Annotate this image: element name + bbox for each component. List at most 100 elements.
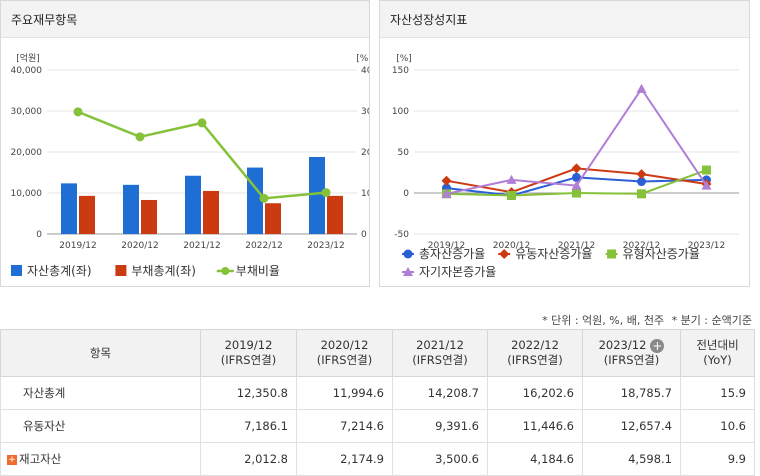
- expand-icon[interactable]: +: [7, 454, 17, 465]
- data-point: [135, 132, 145, 142]
- data-point: [702, 165, 711, 175]
- y-tick-label: 0: [403, 189, 409, 199]
- bar: [327, 195, 343, 234]
- financial-table: 항목 2019/12 (IFRS연결) 2020/12 (IFRS연결) 2021/…: [0, 329, 755, 476]
- data-point: [637, 177, 646, 187]
- legend-marker: [221, 267, 230, 275]
- financial-items-title: 주요재무항목: [1, 1, 369, 38]
- x-tick-label: 2021/12: [183, 241, 220, 251]
- legend-label: 자산총계(좌): [27, 264, 92, 278]
- y-tick-label: 100: [392, 107, 409, 117]
- right-axis-unit: [%]: [356, 54, 369, 64]
- period-header: 2020/12 (IFRS연결): [296, 329, 393, 377]
- bar: [123, 184, 139, 234]
- left-tick-label: 0: [36, 230, 42, 240]
- x-tick-label: 2020/12: [493, 241, 530, 251]
- y-tick-label: 50: [398, 148, 410, 158]
- bar: [61, 183, 77, 234]
- left-tick-label: 40,000: [11, 66, 43, 76]
- right-tick-label: 200: [361, 148, 369, 158]
- legend-label: 총자산증가율: [419, 247, 485, 261]
- x-tick-label: 2023/12: [688, 241, 725, 251]
- growth-indicator-title: 자산성장성지표: [380, 1, 749, 38]
- table-cell: 12,350.8: [200, 376, 297, 410]
- legend-marker: [403, 267, 413, 276]
- table-cell: 2,174.9: [296, 442, 393, 476]
- right-tick-label: 400: [361, 66, 369, 76]
- legend-label: 유형자산증가율: [623, 247, 700, 261]
- period-header: 2022/12 (IFRS연결): [487, 329, 583, 377]
- data-point: [197, 118, 207, 128]
- table-cell: 4,598.1: [582, 442, 681, 476]
- x-tick-label: 2019/12: [59, 241, 96, 251]
- growth-indicator-panel: 자산성장성지표 [%] -50 0 50 100 150 2019/12 2020/12 202…: [379, 0, 750, 287]
- axis-unit: [%]: [396, 54, 412, 64]
- data-point: [441, 175, 452, 186]
- table-header-row: 항목 2019/12 (IFRS연결) 2020/12 (IFRS연결) 2021/…: [0, 329, 755, 377]
- bar: [185, 175, 201, 234]
- data-point: [636, 83, 647, 93]
- x-tick-label: 2022/12: [623, 241, 660, 251]
- table-cell: 3,500.6: [392, 442, 488, 476]
- x-tick-label: 2019/12: [428, 241, 465, 251]
- legend-label: 자기자본증가율: [419, 265, 496, 279]
- yoy-header: 전년대비 (YoY): [680, 329, 755, 377]
- x-tick-label: 2021/12: [558, 241, 595, 251]
- period-text: * 분기 : 순액기준: [671, 314, 752, 327]
- yoy-cell: 15.9: [680, 376, 755, 410]
- data-point: [73, 107, 83, 117]
- legend-marker: [403, 249, 413, 259]
- table-cell: 11,446.6: [487, 409, 583, 443]
- table-cell: 9,391.6: [392, 409, 488, 443]
- yoy-cell: 9.9: [680, 442, 755, 476]
- left-axis-unit: [억원]: [16, 52, 40, 64]
- data-point: [637, 189, 646, 199]
- data-point: [636, 169, 647, 180]
- growth-indicator-chart: [%] -50 0 50 100 150 2019/12 2020/12 2021/12 2022…: [392, 54, 739, 279]
- table-row: + 재고자산 2,012.8 2,174.9 3,500.6 4,184.6 4,…: [0, 442, 755, 476]
- table-cell: 11,994.6: [296, 376, 393, 410]
- table-row: 유동자산 7,186.1 7,214.6 9,391.6 11,446.6 12…: [0, 409, 755, 443]
- row-label[interactable]: + 재고자산: [0, 442, 201, 476]
- data-point: [259, 193, 269, 203]
- y-tick-label: -50: [394, 230, 409, 240]
- item-header: 항목: [0, 329, 201, 377]
- row-label: 유동자산: [0, 409, 201, 443]
- data-point: [507, 190, 516, 200]
- bar: [309, 156, 325, 234]
- table-cell: 18,785.7: [582, 376, 681, 410]
- unit-text: * 단위 : 억원, %, 배, 천주: [542, 314, 665, 327]
- add-period-icon[interactable]: +: [650, 338, 665, 353]
- bar: [79, 195, 95, 234]
- legend-label: 유동자산증가율: [515, 247, 592, 261]
- legend-label: 부채비율: [236, 264, 280, 278]
- legend-label: 부채총계(좌): [131, 264, 196, 278]
- table-cell: 12,657.4: [582, 409, 681, 443]
- table-cell: 7,186.1: [200, 409, 297, 443]
- bar: [141, 199, 157, 234]
- x-tick-label: 2022/12: [245, 241, 282, 251]
- table-cell: 14,208.7: [392, 376, 488, 410]
- right-tick-label: 300: [361, 107, 369, 117]
- data-point: [572, 172, 581, 182]
- legend-marker: [607, 249, 617, 259]
- data-point: [571, 180, 582, 190]
- table-cell: 7,214.6: [296, 409, 393, 443]
- data-point: [321, 188, 331, 198]
- unit-note: * 단위 : 억원, %, 배, 천주 * 분기 : 순액기준: [538, 312, 752, 328]
- bar: [265, 203, 281, 234]
- x-tick-label: 2020/12: [121, 241, 158, 251]
- row-label-text: 재고자산: [19, 452, 62, 466]
- period-header: 2023/12 + (IFRS연결): [582, 329, 681, 377]
- data-point: [441, 188, 452, 198]
- table-cell: 4,184.6: [487, 442, 583, 476]
- row-label: 자산총계: [0, 376, 201, 410]
- financial-items-panel: 주요재무항목 [억원] [%] 0 10,000 20,000 30,000 40,000 0…: [0, 0, 370, 287]
- table-cell: 16,202.6: [487, 376, 583, 410]
- legend-swatch: [11, 265, 22, 276]
- period-header: 2019/12 (IFRS연결): [200, 329, 297, 377]
- y-tick-label: 150: [392, 66, 409, 76]
- right-tick-label: 100: [361, 189, 369, 199]
- period-header: 2021/12 (IFRS연결): [392, 329, 488, 377]
- financial-items-chart: [억원] [%] 0 10,000 20,000 30,000 40,000 0 100 200 3…: [11, 52, 370, 278]
